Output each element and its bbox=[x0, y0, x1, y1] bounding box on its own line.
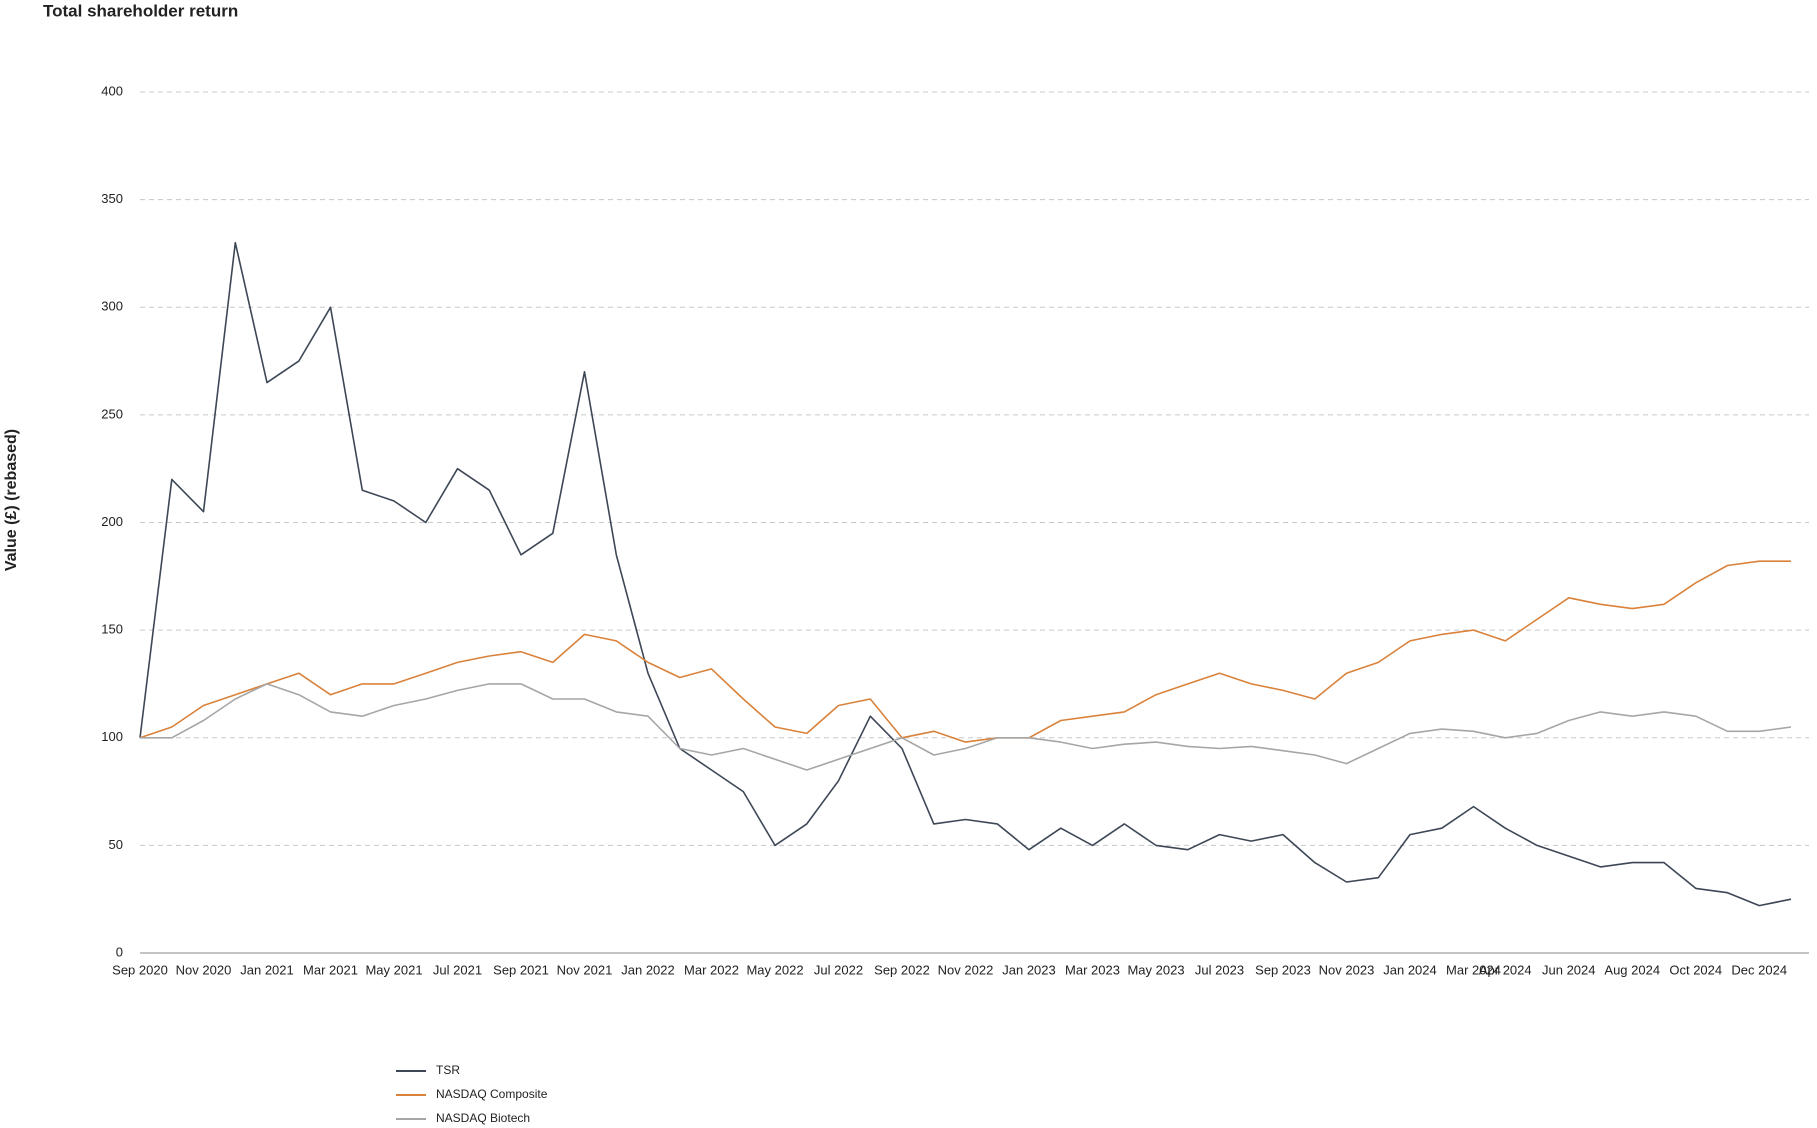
x-tick-label: Apr 2024 bbox=[1479, 962, 1532, 977]
x-tick-label: Jan 2023 bbox=[1002, 962, 1056, 977]
y-tick-label: 100 bbox=[101, 729, 123, 744]
x-tick-label: May 2022 bbox=[746, 962, 803, 977]
x-tick-label: May 2021 bbox=[365, 962, 422, 977]
x-tick-label: Oct 2024 bbox=[1669, 962, 1722, 977]
x-tick-label: Jul 2021 bbox=[433, 962, 482, 977]
y-tick-label: 250 bbox=[101, 406, 123, 421]
x-tick-label: Dec 2024 bbox=[1731, 962, 1787, 977]
x-tick-label: Nov 2022 bbox=[938, 962, 994, 977]
x-tick-label: Nov 2021 bbox=[557, 962, 613, 977]
y-tick-label: 300 bbox=[101, 299, 123, 314]
y-tick-label: 0 bbox=[116, 944, 123, 959]
y-tick-label: 400 bbox=[101, 83, 123, 98]
legend-label: NASDAQ Composite bbox=[436, 1087, 548, 1101]
y-tick-label: 350 bbox=[101, 191, 123, 206]
x-tick-label: Nov 2020 bbox=[176, 962, 232, 977]
series-line bbox=[139, 241, 1792, 907]
x-tick-label: Sep 2020 bbox=[112, 962, 168, 977]
x-tick-label: Jul 2023 bbox=[1195, 962, 1244, 977]
x-tick-label: Mar 2024 bbox=[1446, 962, 1501, 977]
y-axis-label: Value (£) (rebased) bbox=[3, 429, 20, 571]
x-tick-label: Mar 2021 bbox=[303, 962, 358, 977]
series-line bbox=[140, 683, 1792, 771]
x-tick-label: Jun 2024 bbox=[1542, 962, 1596, 977]
x-tick-label: Jan 2022 bbox=[621, 962, 675, 977]
y-tick-label: 50 bbox=[109, 837, 123, 852]
y-tick-label: 150 bbox=[101, 622, 123, 637]
x-tick-label: Jan 2024 bbox=[1383, 962, 1437, 977]
x-tick-label: Sep 2022 bbox=[874, 962, 930, 977]
x-tick-label: Mar 2022 bbox=[684, 962, 739, 977]
y-tick-label: 200 bbox=[101, 514, 123, 529]
series-line bbox=[139, 560, 1791, 743]
chart-title: Total shareholder return bbox=[43, 1, 238, 20]
x-tick-label: Nov 2023 bbox=[1319, 962, 1375, 977]
x-tick-label: Aug 2024 bbox=[1604, 962, 1660, 977]
x-tick-label: Mar 2023 bbox=[1065, 962, 1120, 977]
x-tick-label: Jan 2021 bbox=[240, 962, 294, 977]
x-tick-label: May 2023 bbox=[1127, 962, 1184, 977]
x-tick-label: Sep 2023 bbox=[1255, 962, 1311, 977]
legend-label: TSR bbox=[436, 1063, 460, 1077]
x-tick-label: Sep 2021 bbox=[493, 962, 549, 977]
legend-label: NASDAQ Biotech bbox=[436, 1111, 530, 1125]
x-tick-label: Jul 2022 bbox=[814, 962, 863, 977]
